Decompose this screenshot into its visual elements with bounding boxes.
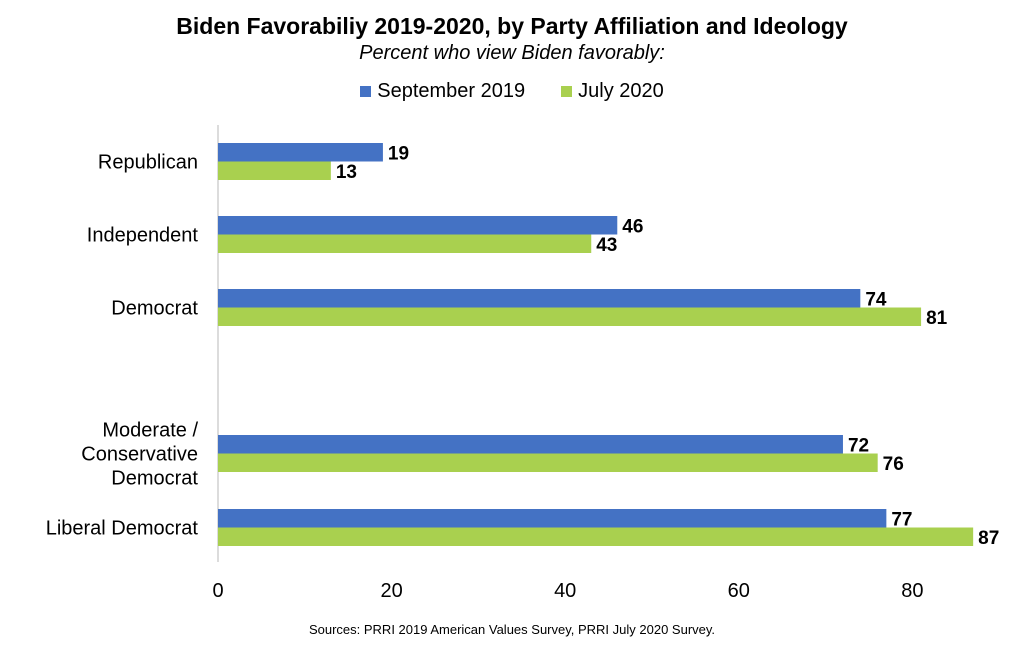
chart-title: Biden Favorabiliy 2019-2020, by Party Af… <box>176 13 848 39</box>
data-label: 76 <box>883 454 904 475</box>
legend-item-series-2: July 2020 <box>561 80 664 103</box>
legend: September 2019 July 2020 <box>0 80 1024 103</box>
data-label: 46 <box>622 216 643 237</box>
legend-label-series-2: July 2020 <box>578 80 664 102</box>
category-label: Moderate / Conservative Democrat <box>81 420 198 490</box>
legend-item-series-1: September 2019 <box>360 80 525 103</box>
chart-subtitle: Percent who view Biden favorably: <box>359 42 665 64</box>
legend-swatch-series-2 <box>561 86 573 97</box>
data-label: 19 <box>388 143 409 164</box>
bar-sep-2019 <box>218 509 887 528</box>
bar-sep-2019 <box>218 435 843 454</box>
bar-jul-2020 <box>218 527 974 546</box>
category-label: Independent <box>87 225 199 247</box>
category-label: Republican <box>98 152 198 174</box>
bar-jul-2020 <box>218 234 592 253</box>
legend-label-series-1: September 2019 <box>377 80 526 102</box>
source-note: Sources: PRRI 2019 American Values Surve… <box>308 622 716 637</box>
category-label: Democrat <box>111 298 198 320</box>
data-label: 13 <box>336 162 357 183</box>
x-tick-label: 20 <box>380 580 402 602</box>
x-tick-label: 60 <box>728 580 750 602</box>
data-label: 43 <box>596 235 617 256</box>
bar-jul-2020 <box>218 307 922 326</box>
bar-jul-2020 <box>218 453 878 472</box>
data-label: 77 <box>891 509 912 530</box>
data-label: 72 <box>848 435 869 456</box>
legend-swatch-series-1 <box>360 86 372 97</box>
bar-jul-2020 <box>218 161 331 180</box>
data-label: 81 <box>926 308 948 329</box>
x-tick-label: 40 <box>554 580 576 602</box>
bar-sep-2019 <box>218 289 861 308</box>
bar-sep-2019 <box>218 216 618 235</box>
bar-sep-2019 <box>218 143 383 162</box>
category-label: Liberal Democrat <box>46 518 199 540</box>
x-tick-label: 0 <box>212 580 223 602</box>
data-label: 87 <box>978 528 999 549</box>
x-tick-label: 80 <box>901 580 923 602</box>
data-label: 74 <box>865 289 887 310</box>
